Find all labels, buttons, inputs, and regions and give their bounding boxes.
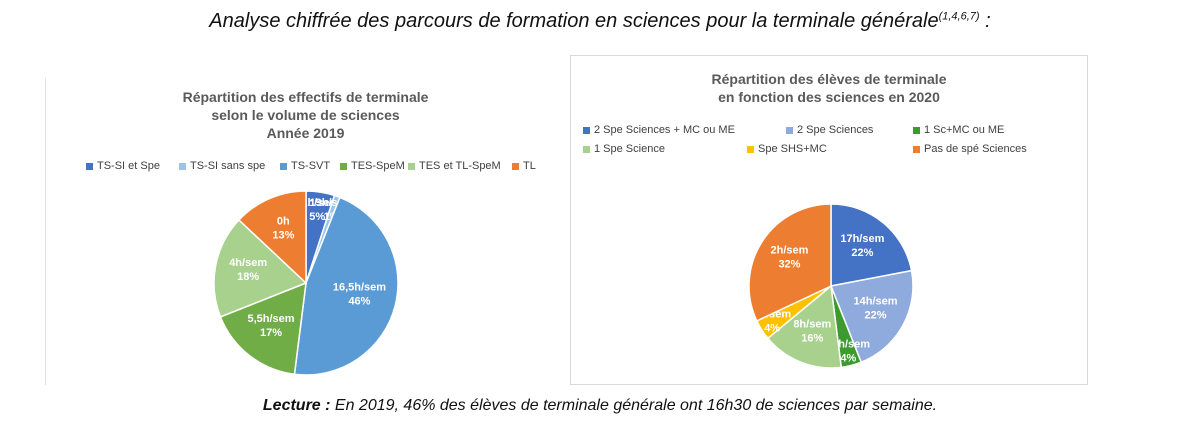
- legend-item: TES-SpeM: [340, 160, 405, 172]
- slice-percent-label: 22%: [865, 309, 887, 321]
- legend-item: 2 Spe Sciences + MC ou ME: [583, 124, 735, 136]
- legend-swatch: [583, 145, 590, 153]
- slice-percent-label: 4%: [764, 322, 780, 334]
- legend-swatch: [179, 162, 186, 170]
- legend-label: 1 Spe Science: [594, 143, 665, 155]
- legend-label: TL: [523, 160, 536, 172]
- legend-item: TS-SVT: [280, 160, 330, 172]
- chart-panel-2020: Répartition des élèves de terminale en f…: [570, 55, 1088, 385]
- legend-item: 1 Spe Science: [583, 143, 665, 155]
- legend-swatch: [86, 162, 93, 170]
- legend-swatch: [408, 162, 415, 170]
- slice-percent-label: 46%: [348, 296, 370, 308]
- pie-slice: [829, 269, 914, 364]
- chart-title-line: en fonction des sciences en 2020: [718, 89, 940, 105]
- legend-label: Pas de spé Sciences: [924, 143, 1027, 155]
- slice-hours-label: 16,5h/sem: [333, 282, 386, 294]
- legend-label: 2 Spe Sciences + MC ou ME: [594, 124, 735, 136]
- legend-item: TES et TL-SpeM: [408, 160, 501, 172]
- page-title: Analyse chiffrée des parcours de formati…: [0, 10, 1200, 33]
- legend-swatch: [340, 162, 347, 170]
- slice-percent-label: 4%: [840, 353, 856, 365]
- page-title-text: Analyse chiffrée des parcours de formati…: [209, 10, 939, 32]
- pie-slice: [766, 284, 843, 369]
- slice-percent-label: 17%: [260, 327, 282, 339]
- chart-title-line: Répartition des effectifs de terminale: [182, 89, 429, 105]
- slice-percent-label: 18%: [237, 271, 259, 283]
- legend-label: Spe SHS+MC: [758, 143, 827, 155]
- pie-slice: [237, 190, 307, 285]
- pie-slice: [213, 218, 308, 318]
- legend-label: TS-SVT: [291, 160, 331, 172]
- pie-slice: [219, 281, 307, 376]
- legend-swatch: [786, 126, 793, 134]
- chart-title-2019: Répartition des effectifs de terminale s…: [46, 88, 565, 142]
- reading-note-text: En 2019, 46% des élèves de terminale gén…: [330, 397, 938, 414]
- reading-note: Lecture : En 2019, 46% des élèves de ter…: [0, 397, 1200, 415]
- slice-hours-label: 8h/sem: [793, 318, 831, 330]
- chart-legend-2019: TS-SI et Spe TS-SI sans spe TS-SVT TES-SpeM…: [46, 78, 566, 385]
- legend-swatch: [280, 162, 287, 170]
- slice-hours-label: 17h/sem: [840, 233, 884, 245]
- legend-item: TL: [512, 160, 536, 172]
- slice-hours-label: 4h/sem: [229, 257, 267, 269]
- legend-item: Spe SHS+MC: [747, 143, 827, 155]
- slice-hours-label: 2h/sem: [770, 245, 808, 257]
- legend-label: 2 Spe Sciences: [797, 124, 874, 136]
- pie-slice: [748, 203, 832, 322]
- slice-percent-label: 16%: [801, 332, 823, 344]
- slice-hours-label: 0h: [277, 216, 290, 228]
- chart-title-2020: Répartition des élèves de terminale en f…: [571, 70, 1087, 106]
- chart-legend-2020: 2 Spe Sciences + MC ou ME 2 Spe Sciences 1…: [571, 56, 1089, 386]
- slice-percent-label: 22%: [851, 247, 873, 259]
- slice-hours-label: 14h/sem: [854, 295, 898, 307]
- legend-item: TS-SI sans spe: [179, 160, 265, 172]
- legend-label: 1 Sc+MC ou ME: [924, 124, 1005, 136]
- chart-title-line: Répartition des élèves de terminale: [711, 71, 947, 87]
- legend-item: TS-SI et Spe: [86, 160, 160, 172]
- legend-swatch: [512, 162, 519, 170]
- legend-item: 2 Spe Sciences: [786, 124, 873, 136]
- pie-chart-2019: 21h/sem5%19h/sem1%16,5h/sem46%5,5h/sem17…: [213, 190, 399, 376]
- slice-percent-label: 5%: [309, 211, 325, 223]
- pie-slice: [830, 203, 913, 287]
- legend-label: TS-SI sans spe: [190, 160, 266, 172]
- legend-label: TES-SpeM: [351, 160, 405, 172]
- legend-item: 1 Sc+MC ou ME: [913, 124, 1004, 136]
- chart-panel-2019: Répartition des effectifs de terminale s…: [45, 78, 565, 385]
- page-title-suffix: :: [979, 10, 991, 32]
- page-title-references: (1,4,6,7): [938, 10, 980, 23]
- chart-title-line: Année 2019: [266, 125, 345, 141]
- legend-swatch: [747, 145, 754, 153]
- legend-swatch: [913, 126, 920, 134]
- legend-item: Pas de spé Sciences: [913, 143, 1027, 155]
- pie-slice: [293, 196, 399, 376]
- slice-hours-label: 5,5h/sem: [247, 313, 294, 325]
- chart-title-line: selon le volume de sciences: [211, 107, 400, 123]
- slice-percent-label: 13%: [272, 230, 294, 242]
- legend-label: TES et TL-SpeM: [419, 160, 501, 172]
- legend-swatch: [583, 126, 590, 134]
- reading-note-label: Lecture :: [262, 397, 331, 414]
- legend-swatch: [913, 145, 920, 153]
- slice-percent-label: 32%: [778, 259, 800, 271]
- pie-chart-2020: 17h/sem22%14h/sem22%11h/sem4%8h/sem16%5h…: [748, 203, 914, 369]
- legend-label: TS-SI et Spe: [97, 160, 160, 172]
